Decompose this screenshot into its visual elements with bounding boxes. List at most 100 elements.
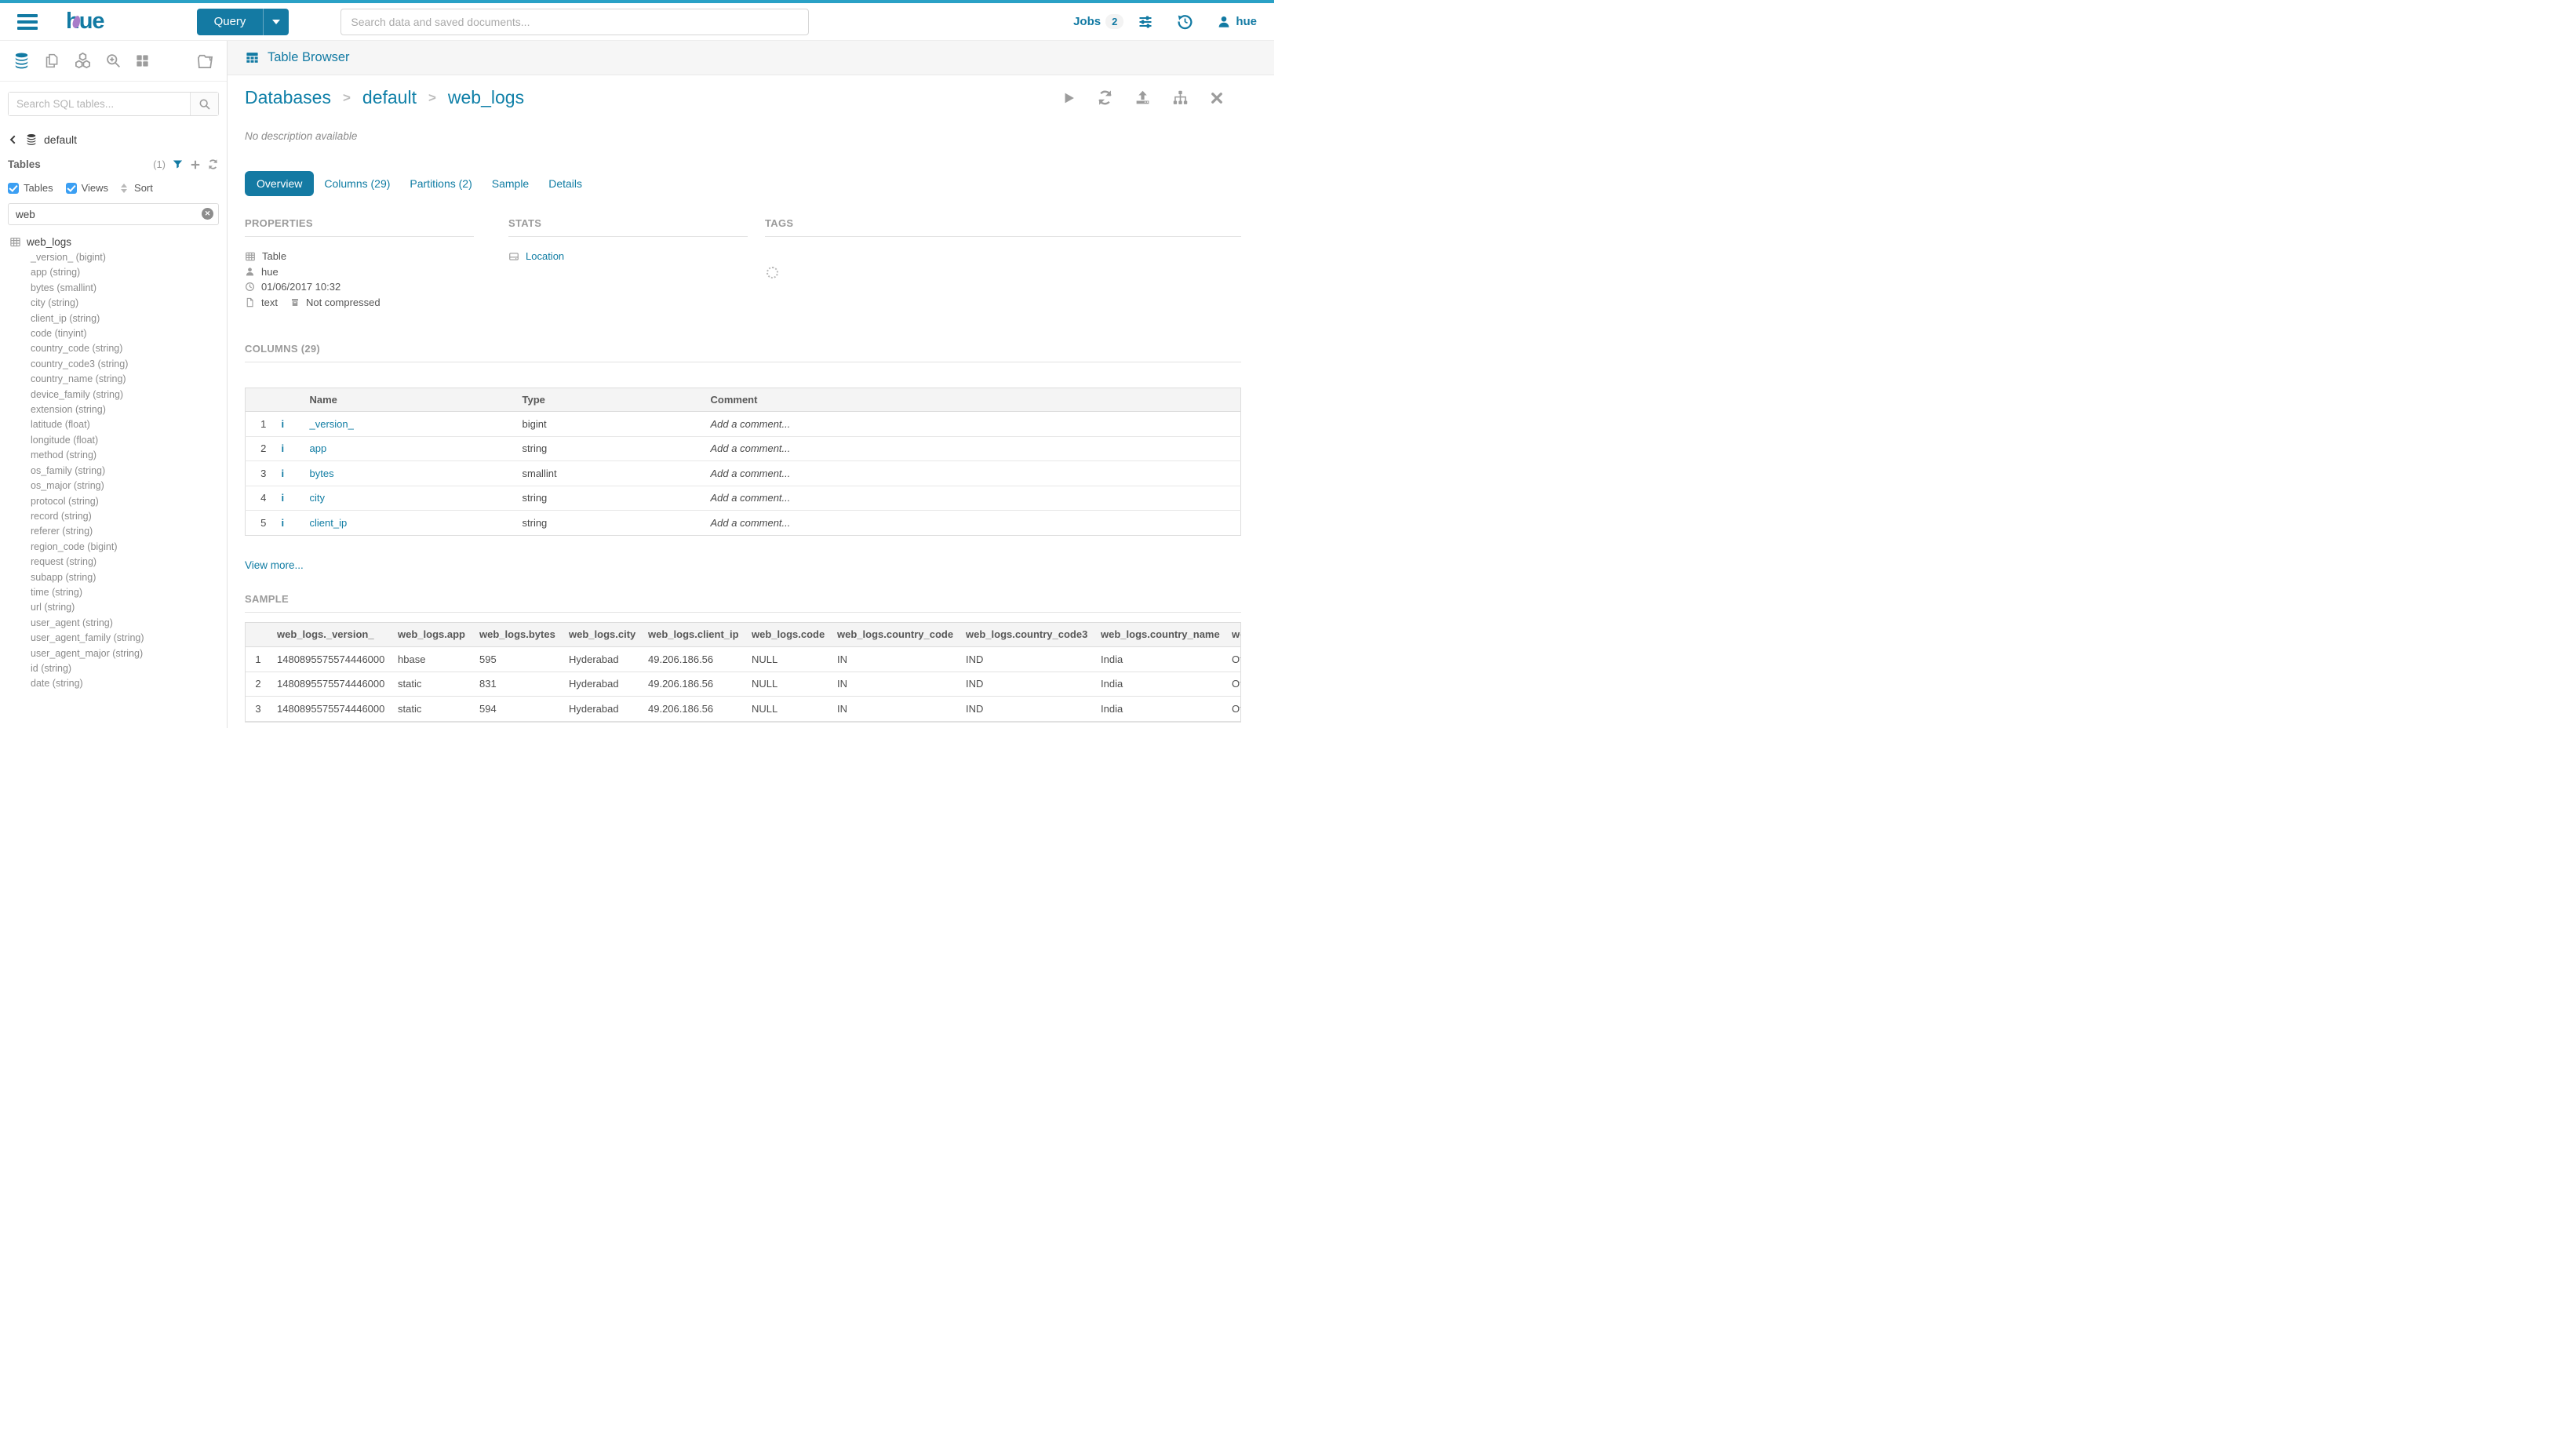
tab-partitions-2[interactable]: Partitions (2) (410, 177, 472, 190)
tree-column-item[interactable]: latitude (float) (31, 419, 90, 431)
column-comment-placeholder[interactable]: Add a comment... (710, 411, 1241, 437)
breadcrumb-item-default[interactable]: default (362, 87, 417, 107)
tab-columns-29[interactable]: Columns (29) (324, 177, 391, 190)
tree-column-item[interactable]: country_code3 (string) (31, 358, 129, 369)
info-icon[interactable]: i (281, 492, 285, 504)
tree-column-item[interactable]: user_agent_major (string) (31, 647, 144, 659)
column-comment-placeholder[interactable]: Add a comment... (710, 516, 791, 529)
tree-column-item[interactable]: device_family (string) (31, 388, 124, 400)
refresh-icon[interactable] (207, 158, 219, 170)
table-filter-input[interactable] (8, 203, 219, 225)
breadcrumb-item-web_logs[interactable]: web_logs (447, 87, 525, 107)
sitemap-icon[interactable] (1172, 89, 1189, 106)
database-breadcrumb[interactable]: default (8, 133, 219, 146)
tree-column-item[interactable]: protocol (string) (31, 495, 99, 507)
sample-cell: NULL (752, 646, 837, 672)
tree-column-item[interactable]: _version_ (bigint) (31, 252, 106, 263)
tree-column-item[interactable]: city (string) (31, 297, 79, 309)
tree-column-item[interactable]: request (string) (31, 556, 97, 568)
refresh-icon[interactable] (1097, 89, 1113, 106)
tree-column-item[interactable]: user_agent_family (string) (31, 632, 144, 644)
funnel-icon[interactable] (172, 158, 184, 170)
tree-column-item[interactable]: region_code (bigint) (31, 541, 118, 552)
tree-column-item[interactable]: os_major (string) (31, 480, 104, 492)
columns-heading: COLUMNS (29) (245, 343, 1241, 362)
column-comment-placeholder[interactable]: Add a comment... (710, 460, 1241, 486)
user-menu[interactable]: hue (1217, 15, 1257, 29)
clear-icon[interactable]: ✕ (202, 208, 213, 220)
column-comment-placeholder[interactable]: Add a comment... (710, 486, 1241, 511)
grid-icon[interactable] (135, 53, 150, 68)
info-icon[interactable]: i (281, 442, 285, 455)
tree-column-item[interactable]: country_code (string) (31, 343, 123, 355)
info-icon[interactable]: i (281, 467, 285, 479)
upload-icon[interactable] (1134, 89, 1151, 106)
columns-table-row: 4 i city string Add a comment... (245, 486, 1241, 511)
sort-icon[interactable] (121, 183, 128, 193)
views-checkbox-label[interactable]: Views (81, 182, 109, 194)
zoom-plus-icon[interactable] (105, 53, 122, 69)
history-icon[interactable] (1177, 13, 1193, 30)
search-icon[interactable] (190, 93, 218, 115)
tree-table-web-logs[interactable]: web_logs (9, 236, 219, 248)
jobs-link[interactable]: Jobs 2 (1073, 14, 1124, 29)
documents-icon[interactable] (44, 53, 60, 69)
tree-column-item[interactable]: subapp (string) (31, 571, 96, 583)
tree-column-item[interactable]: record (string) (31, 510, 92, 522)
tree-column-item[interactable]: date (string) (31, 678, 83, 690)
tree-column-item[interactable]: extension (string) (31, 404, 106, 416)
view-more-link[interactable]: View more... (245, 559, 304, 571)
tree-column-item[interactable]: client_ip (string) (31, 312, 100, 324)
location-link[interactable]: Location (526, 250, 565, 262)
column-comment-placeholder[interactable]: Add a comment... (710, 436, 1241, 461)
tree-column-item[interactable]: url (string) (31, 602, 75, 613)
tree-column-item[interactable]: referer (string) (31, 526, 93, 537)
play-icon[interactable] (1062, 91, 1076, 105)
column-type: bigint (522, 411, 711, 437)
tree-column-item[interactable]: longitude (float) (31, 434, 99, 446)
tree-column-item[interactable]: country_name (string) (31, 373, 126, 385)
column-name-link[interactable]: client_ip (309, 516, 348, 529)
tables-checkbox-label[interactable]: Tables (24, 182, 53, 194)
info-icon[interactable]: i (281, 417, 285, 430)
hue-logo[interactable]: hue (66, 9, 105, 34)
sql-tables-search-input[interactable] (9, 93, 190, 115)
hamburger-icon[interactable] (17, 13, 38, 30)
sort-label[interactable]: Sort (134, 182, 153, 194)
close-icon[interactable] (1210, 91, 1224, 105)
stats-title: STATS (508, 217, 748, 237)
tree-column-item[interactable]: code (tinyint) (31, 328, 87, 340)
tree-column-item[interactable]: bytes (smallint) (31, 282, 97, 293)
sample-cell: Hyderabad (569, 672, 648, 697)
folder-doc-icon[interactable] (196, 52, 214, 70)
tree-column-item[interactable]: method (string) (31, 450, 97, 461)
sample-header-cell: web_logs.client_ip (648, 622, 752, 647)
column-name-link[interactable]: _version_ (309, 417, 354, 430)
tree-column-item[interactable]: app (string) (31, 267, 81, 278)
tab-sample[interactable]: Sample (491, 177, 530, 190)
brand-top-strip (0, 0, 1274, 3)
views-checkbox[interactable] (65, 182, 77, 194)
caret-down-icon[interactable] (264, 9, 289, 35)
tree-column-item[interactable]: id (string) (31, 662, 72, 674)
sample-cell: Hyderabad (569, 696, 648, 722)
sliders-icon[interactable] (1138, 14, 1153, 30)
query-button[interactable]: Query (196, 8, 289, 35)
database-icon[interactable] (13, 52, 31, 70)
cubes-icon[interactable] (74, 52, 92, 70)
tables-checkbox[interactable] (8, 182, 19, 194)
breadcrumb-item-databases[interactable]: Databases (245, 87, 331, 107)
tab-overview[interactable]: Overview (245, 171, 315, 196)
global-search-input[interactable] (340, 8, 810, 35)
column-name-link[interactable]: bytes (309, 467, 334, 479)
info-icon[interactable]: i (281, 516, 285, 529)
tree-column-item[interactable]: os_family (string) (31, 464, 106, 476)
sample-cell: IND (966, 672, 1101, 697)
tab-details[interactable]: Details (548, 177, 583, 190)
tree-column-item[interactable]: time (string) (31, 586, 82, 598)
sample-row-number: 1 (246, 646, 277, 672)
plus-icon[interactable] (190, 159, 201, 170)
column-name-link[interactable]: app (309, 442, 327, 455)
tree-column-item[interactable]: user_agent (string) (31, 617, 113, 628)
column-name-link[interactable]: city (309, 492, 326, 504)
